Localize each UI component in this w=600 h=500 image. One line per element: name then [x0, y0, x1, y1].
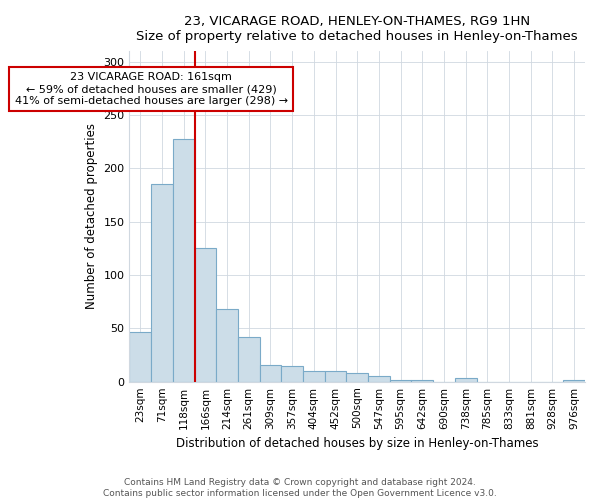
Bar: [346, 373, 368, 382]
Bar: [368, 376, 390, 382]
Bar: [130, 332, 151, 382]
Bar: [303, 371, 325, 382]
Bar: [390, 380, 412, 382]
Bar: [216, 309, 238, 382]
X-axis label: Distribution of detached houses by size in Henley-on-Thames: Distribution of detached houses by size …: [176, 437, 539, 450]
Bar: [325, 371, 346, 382]
Bar: [260, 364, 281, 382]
Bar: [455, 378, 476, 382]
Bar: [173, 138, 194, 382]
Bar: [281, 366, 303, 382]
Bar: [194, 248, 216, 382]
Y-axis label: Number of detached properties: Number of detached properties: [85, 124, 98, 310]
Bar: [563, 380, 585, 382]
Title: 23, VICARAGE ROAD, HENLEY-ON-THAMES, RG9 1HN
Size of property relative to detach: 23, VICARAGE ROAD, HENLEY-ON-THAMES, RG9…: [136, 15, 578, 43]
Text: Contains HM Land Registry data © Crown copyright and database right 2024.
Contai: Contains HM Land Registry data © Crown c…: [103, 478, 497, 498]
Bar: [151, 184, 173, 382]
Bar: [238, 337, 260, 382]
Bar: [412, 380, 433, 382]
Text: 23 VICARAGE ROAD: 161sqm
← 59% of detached houses are smaller (429)
41% of semi-: 23 VICARAGE ROAD: 161sqm ← 59% of detach…: [14, 72, 287, 106]
